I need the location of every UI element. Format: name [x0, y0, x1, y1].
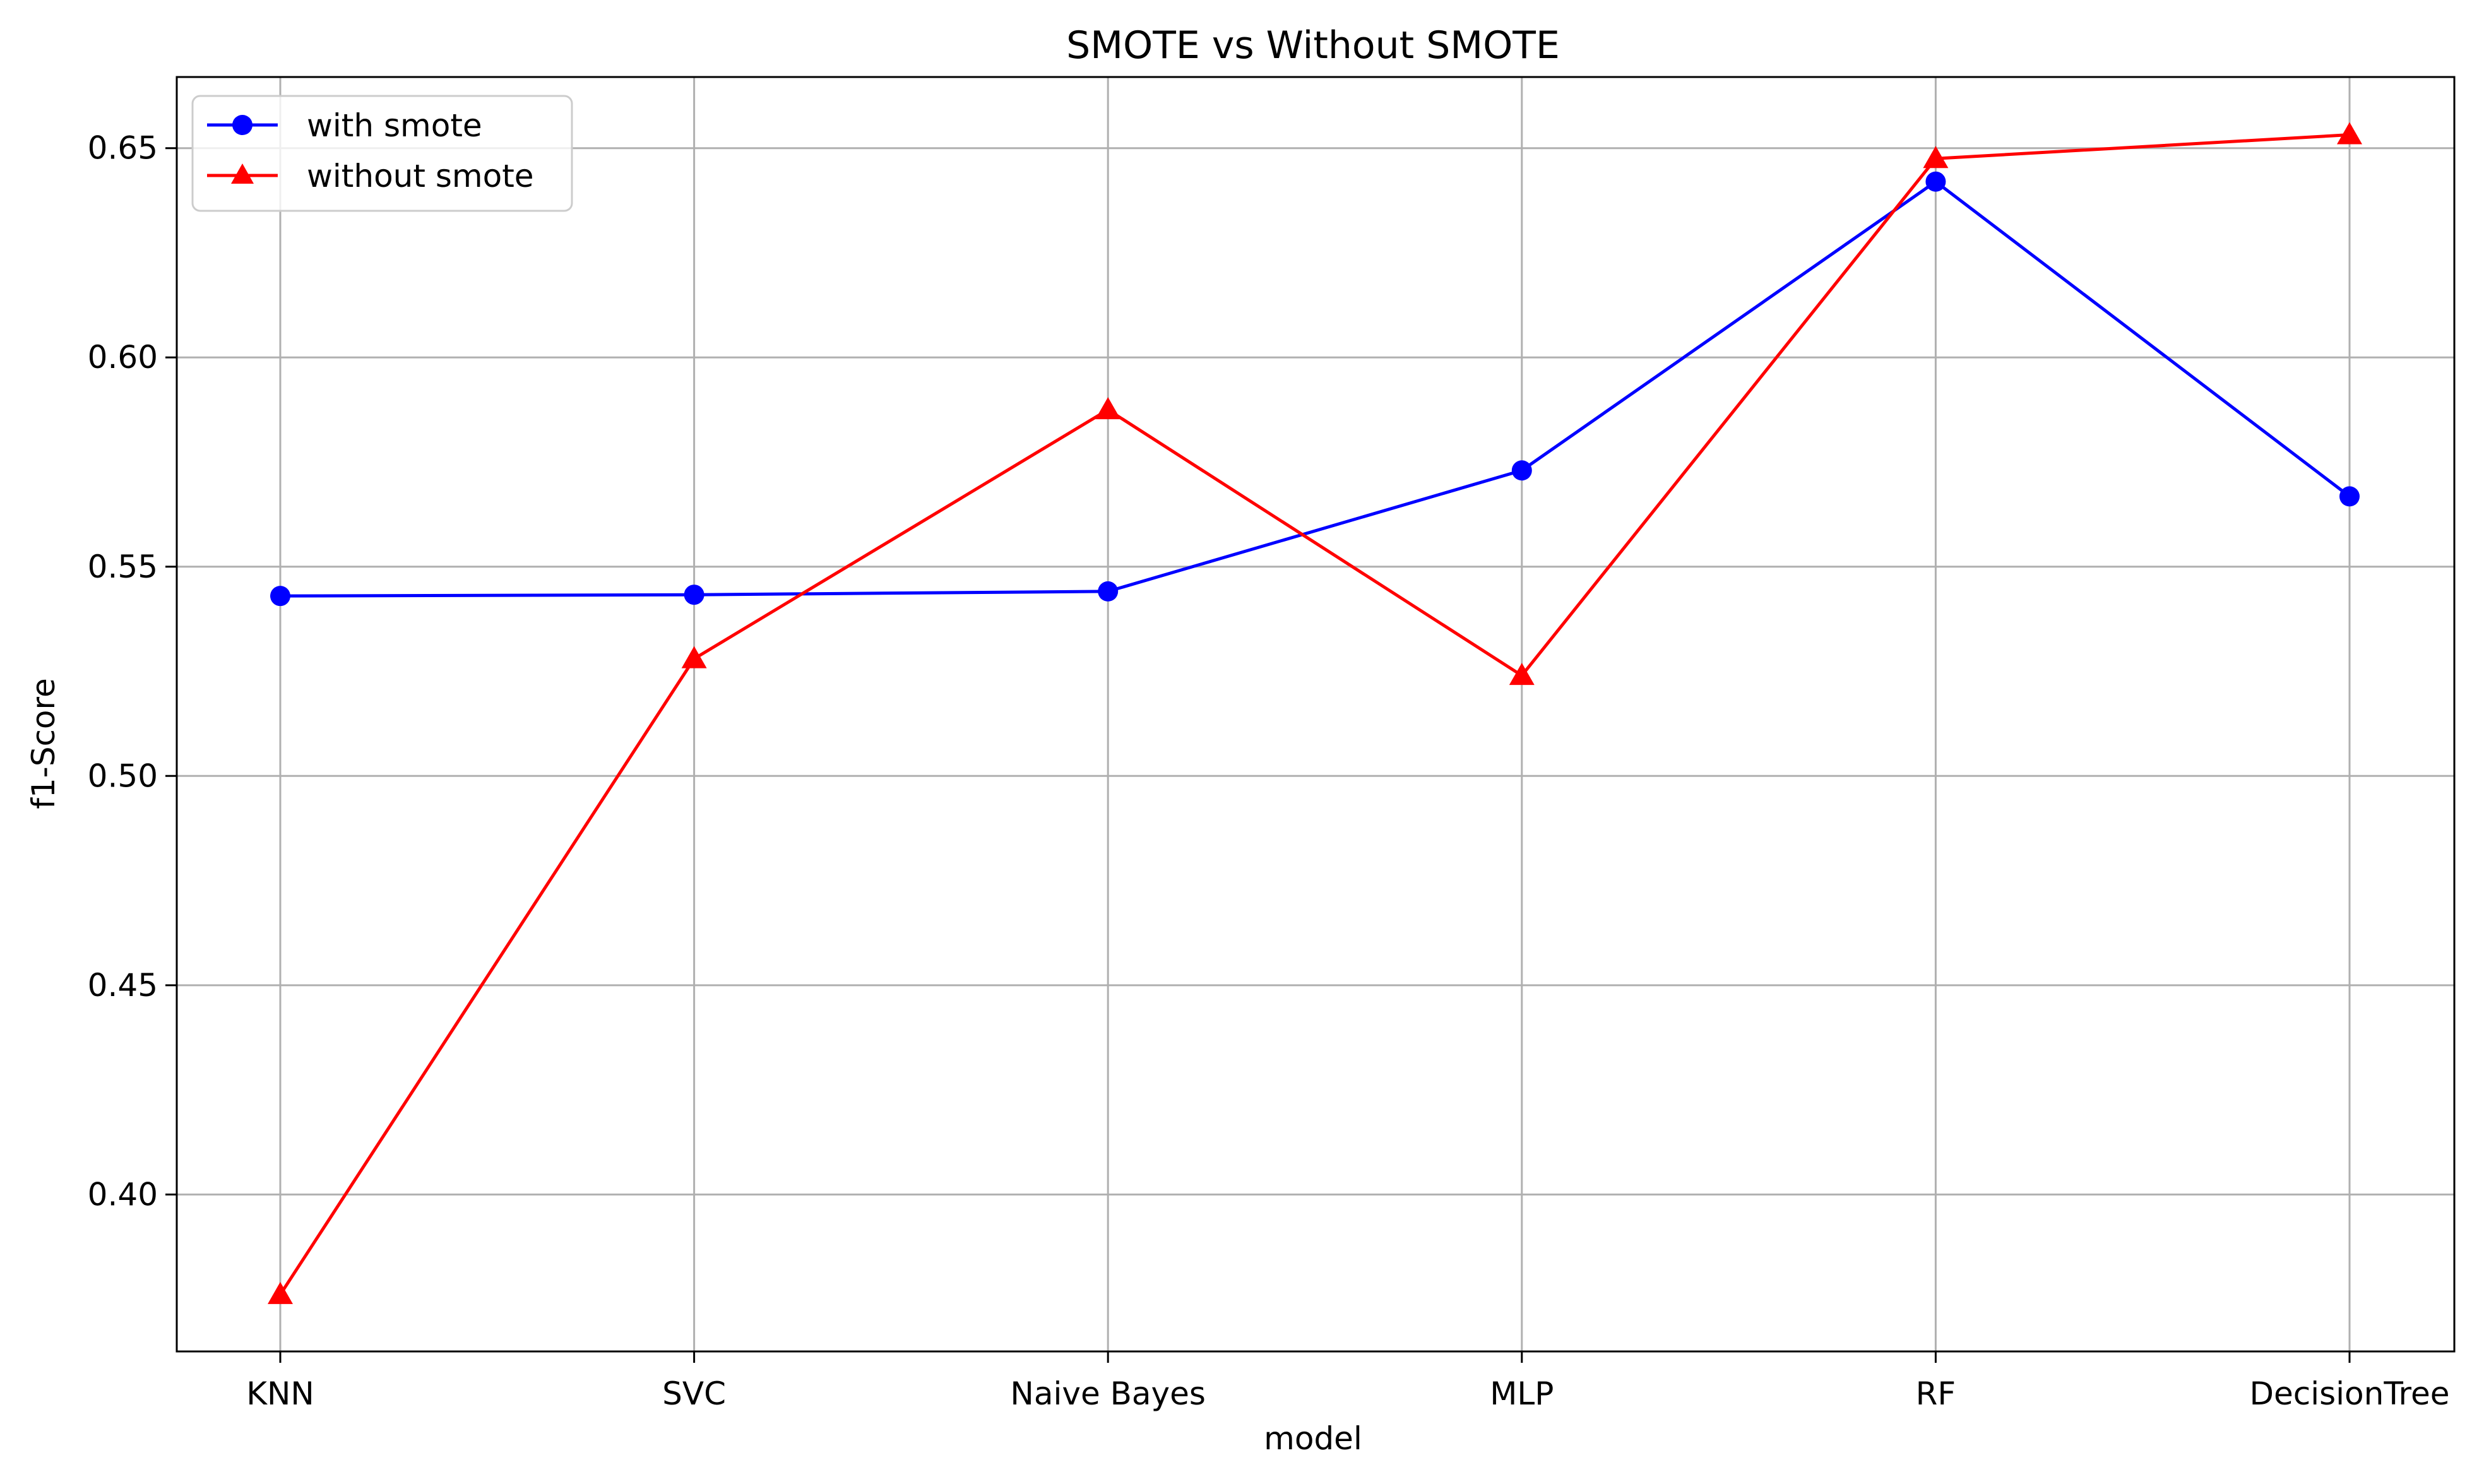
y-tick-label-2: 0.50: [88, 757, 158, 794]
point-without-smote-decisiontree: [2337, 122, 2362, 145]
point-with-smote-decisiontree: [2339, 486, 2360, 507]
legend-marker-without-smote: [231, 163, 254, 184]
point-with-smote-naive-bayes: [1098, 581, 1119, 602]
legend-box: [191, 95, 573, 212]
point-with-smote-knn: [270, 586, 290, 607]
y-tick-label-3: 0.55: [88, 549, 158, 585]
series-without-smote: [268, 122, 2362, 1304]
legend-label-without-smote: without smote: [307, 158, 534, 194]
legend: with smote without smote: [191, 95, 573, 212]
chart-title: SMOTE vs Without SMOTE: [1066, 23, 1560, 68]
x-tick-label-naive-bayes: Naive Bayes: [1010, 1375, 1206, 1412]
series-layer: [268, 122, 2362, 1304]
y-axis-label: f1-Score: [25, 678, 62, 809]
x-tick-label-knn: KNN: [246, 1375, 314, 1412]
point-with-smote-svc: [684, 585, 704, 605]
plot-frame: [175, 76, 2456, 1353]
legend-item-with-smote: with smote: [207, 107, 482, 144]
x-tick-label-mlp: MLP: [1490, 1375, 1554, 1412]
point-without-smote-naive-bayes: [1095, 397, 1121, 420]
x-tick-label-decisiontree: DecisionTree: [2249, 1375, 2449, 1412]
point-with-smote-rf: [1925, 171, 1946, 192]
point-without-smote-mlp: [1509, 663, 1535, 686]
x-axis-label: model: [1264, 1420, 1362, 1457]
legend-item-without-smote: without smote: [207, 158, 534, 194]
legend-marker-with-smote: [232, 115, 253, 135]
y-tick-label-4: 0.60: [88, 339, 158, 376]
legend-label-with-smote: with smote: [307, 107, 482, 144]
y-tick-label-5: 0.65: [88, 130, 158, 167]
series-line-with-smote: [278, 180, 2351, 598]
y-tick-label-0: 0.40: [88, 1176, 158, 1213]
y-tick-label-1: 0.45: [88, 967, 158, 1004]
point-without-smote-rf: [1923, 146, 1949, 169]
point-without-smote-svc: [681, 646, 707, 668]
x-tick-label-rf: RF: [1916, 1375, 1956, 1412]
series-line-without-smote: [278, 133, 2351, 1297]
point-without-smote-knn: [268, 1281, 293, 1304]
point-with-smote-mlp: [1511, 460, 1532, 481]
x-tick-layer: KNN SVC Naive Bayes MLP RF DecisionTree: [246, 1351, 2450, 1412]
x-tick-label-svc: SVC: [662, 1375, 726, 1412]
series-with-smote: [270, 171, 2360, 607]
y-tick-layer: 0.40 0.45 0.50 0.55 0.60 0.65: [88, 130, 177, 1213]
